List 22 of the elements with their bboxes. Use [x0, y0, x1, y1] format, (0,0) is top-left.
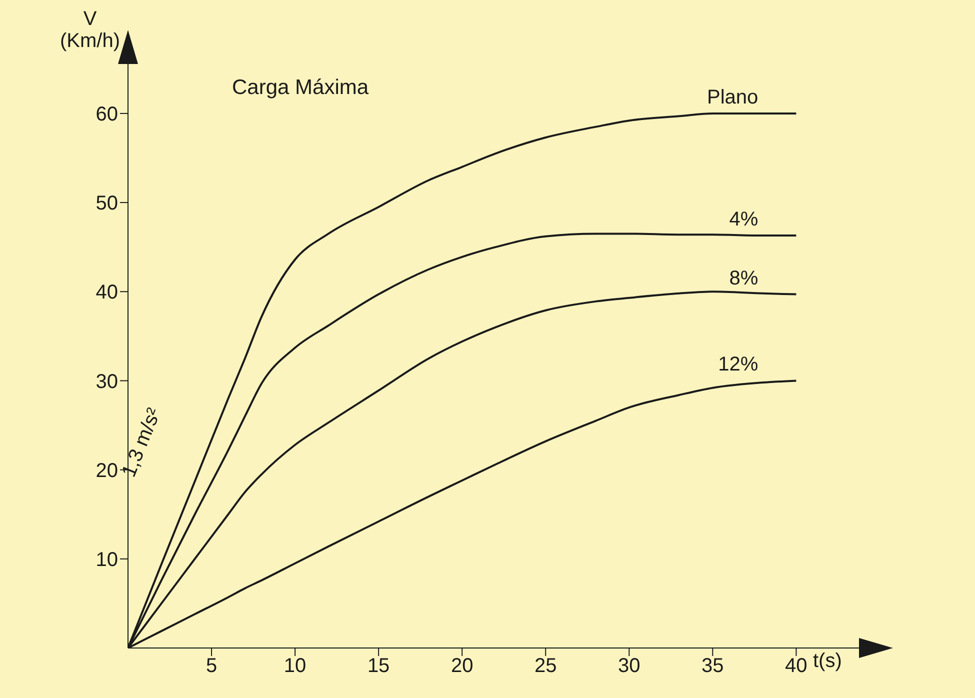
series-label: 8%: [729, 267, 758, 290]
series-label: Plano: [707, 86, 758, 108]
x-tick-label: 30: [618, 655, 640, 678]
series-label: 12%: [718, 354, 758, 376]
x-tick-label: 15: [367, 655, 390, 678]
y-tick-label: 30: [96, 370, 118, 393]
text: Carga Máxima: [232, 76, 369, 100]
x-tick-label: 5: [206, 655, 218, 678]
x-tick-label: 40: [785, 655, 808, 678]
y-tick-label: 60: [96, 104, 118, 126]
x-tick-label: 25: [534, 655, 557, 678]
x-tick-label: 20: [450, 655, 474, 678]
y-tick-label: 40: [96, 282, 118, 304]
x-axis-title: t(s): [813, 650, 842, 673]
x-tick-label: 10: [284, 655, 306, 678]
x-tick-label: 35: [702, 655, 724, 678]
series-label: 4%: [729, 208, 758, 231]
annotation: 1,3 m/s²: [118, 405, 166, 481]
y-tick-label: 20: [96, 460, 118, 482]
y-tick-label: 50: [96, 192, 118, 215]
y-tick-label: 10: [96, 549, 118, 572]
y-axis-title: V (Km/h): [60, 8, 120, 52]
